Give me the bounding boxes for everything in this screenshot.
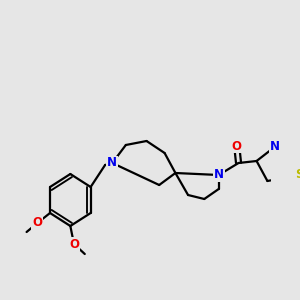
Text: S: S [296, 169, 300, 182]
Text: O: O [232, 140, 242, 152]
Text: O: O [69, 238, 79, 250]
Text: O: O [32, 217, 42, 230]
Text: N: N [214, 169, 224, 182]
Text: N: N [107, 157, 117, 169]
Text: N: N [270, 140, 280, 154]
